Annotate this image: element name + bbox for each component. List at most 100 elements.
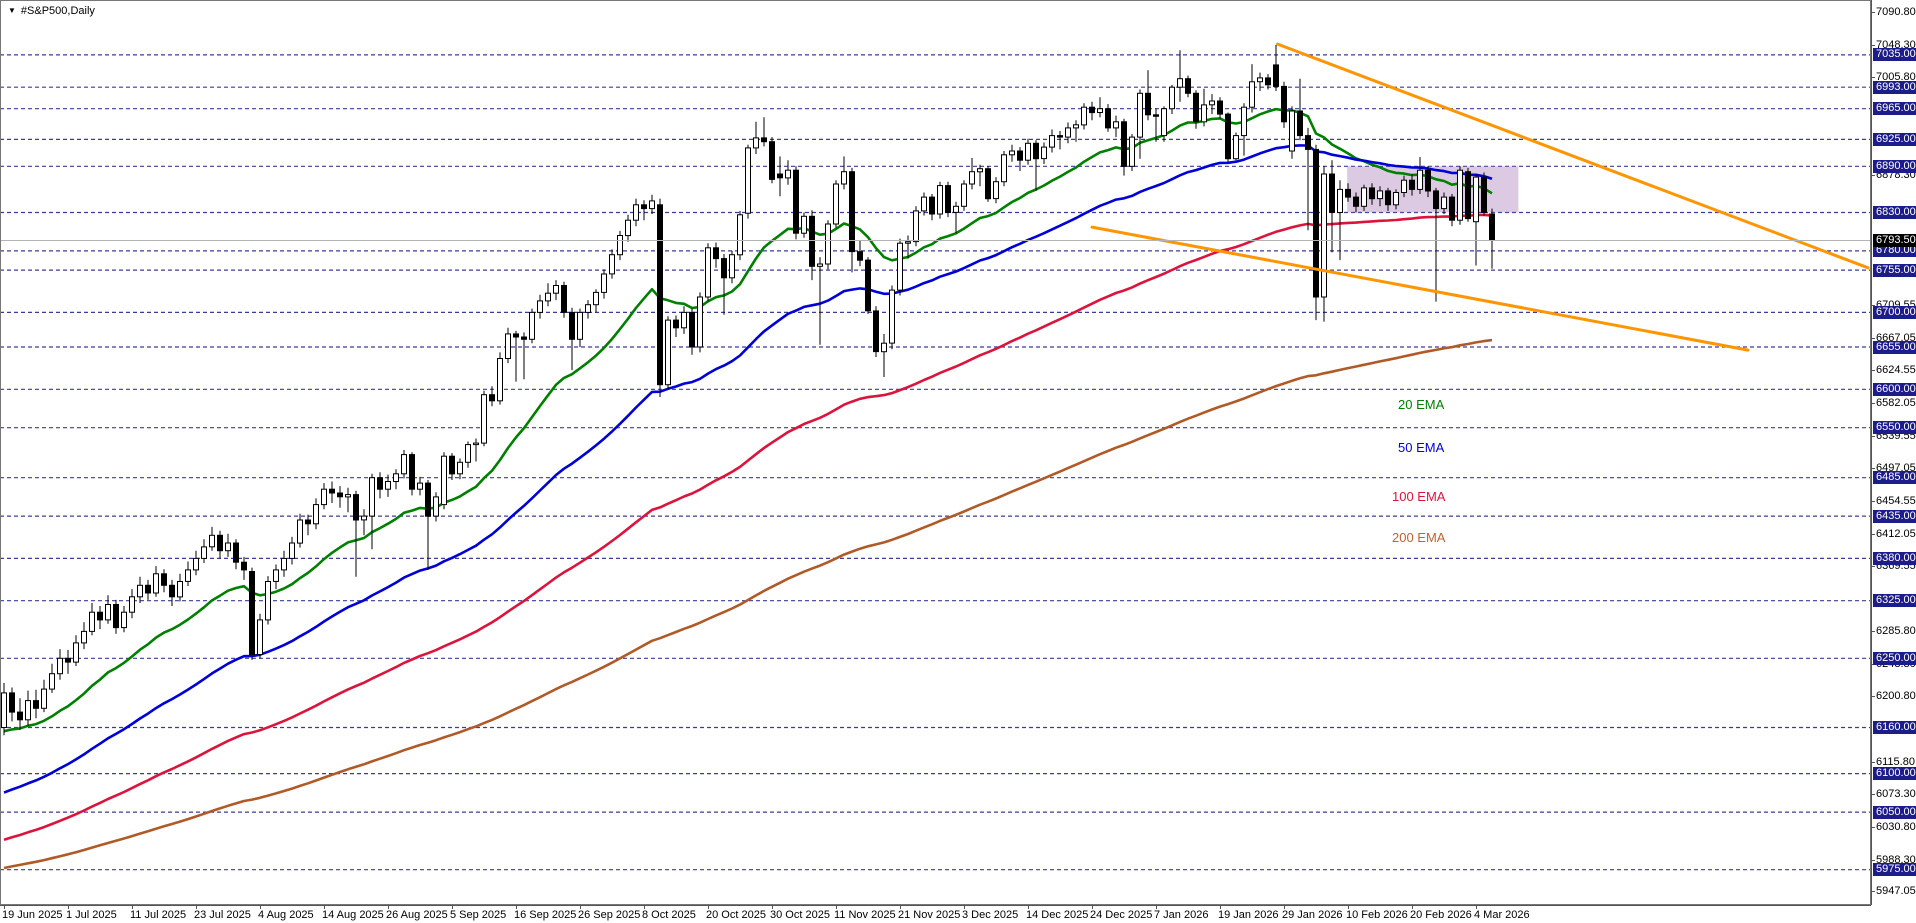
candle-up (1081, 106, 1087, 126)
price-level-badge: 6550.00 (1873, 421, 1916, 435)
price-level-badge: 6380.00 (1873, 551, 1916, 565)
date-axis[interactable]: 19 Jun 2025 1 Jul 2025 11 Jul 2025 23 Jul 2… (0, 905, 1871, 923)
candle-up (633, 204, 639, 221)
candle-up (1441, 196, 1447, 210)
price-level-badge: 6325.00 (1873, 594, 1916, 608)
candle-up (1201, 104, 1207, 123)
price-tick-mark (1872, 794, 1875, 796)
date-tick-label: 20 Oct 2025 (706, 909, 766, 921)
candle-up (193, 557, 199, 571)
price-level-badge: 6780.00 (1873, 244, 1916, 258)
candle-down (1225, 113, 1231, 160)
candle-down (217, 534, 223, 552)
candle-down (521, 336, 527, 340)
date-tick-label: 11 Nov 2025 (834, 909, 896, 921)
candle-up (649, 200, 655, 210)
price-tick-mark (1872, 77, 1875, 79)
date-tick-mark (1348, 906, 1349, 909)
candle-up (745, 147, 751, 214)
candle-down (513, 333, 519, 338)
candle-up (313, 504, 319, 525)
candle-up (881, 342, 887, 353)
candle-down (233, 542, 239, 563)
date-tick-mark (1220, 906, 1221, 909)
date-tick-mark (1284, 906, 1285, 909)
candle-down (9, 692, 15, 713)
candle-down (1033, 142, 1039, 160)
candle-up (1009, 150, 1015, 156)
candle-down (721, 258, 727, 279)
candle-up (321, 488, 327, 506)
ema-50-line[interactable] (3, 144, 1493, 794)
date-tick-label: 11 Jul 2025 (130, 909, 187, 921)
candle-down (689, 311, 695, 348)
candle-up (177, 581, 183, 598)
candle-up (209, 534, 215, 548)
candle-down (241, 561, 247, 571)
candle-down (561, 285, 567, 313)
candle-down (161, 573, 167, 586)
candle-down (1193, 92, 1199, 123)
candle-down (1313, 148, 1319, 298)
candle-up (433, 496, 439, 517)
candle-down (793, 169, 799, 234)
candle-up (593, 291, 599, 306)
candle-up (785, 169, 791, 179)
price-tick-mark (1872, 337, 1875, 339)
candle-up (617, 235, 623, 256)
candle-up (369, 477, 375, 517)
ema-100-line[interactable] (3, 213, 1493, 842)
ema-200-label[interactable]: 200 EMA (1392, 530, 1446, 545)
candle-up (1025, 142, 1031, 161)
upper-descending-trendline[interactable] (1276, 42, 1870, 270)
candle-up (153, 573, 159, 594)
candle-up (1289, 110, 1295, 152)
ema-200-line[interactable] (3, 338, 1493, 870)
candle-down (641, 204, 647, 210)
consolidation-zone-rectangle[interactable] (1347, 166, 1519, 213)
candle-up (1473, 176, 1479, 223)
ema-100-label[interactable]: 100 EMA (1392, 489, 1446, 504)
date-tick-label: 4 Mar 2026 (1474, 909, 1530, 921)
candle-down (1449, 196, 1455, 221)
candle-up (457, 461, 463, 475)
price-tick-mark (1872, 826, 1875, 828)
lower-descending-trendline[interactable] (1090, 225, 1750, 352)
ema-50-label[interactable]: 50 EMA (1398, 440, 1445, 455)
price-tick-label: 7048.30 (1876, 38, 1916, 51)
ema-20-label[interactable]: 20 EMA (1398, 397, 1445, 412)
price-level-badge: 6250.00 (1873, 651, 1916, 665)
date-tick-mark (260, 906, 261, 909)
date-tick-mark (772, 906, 773, 909)
candle-down (1465, 171, 1471, 220)
candle-up (681, 311, 687, 329)
candle-down (1369, 187, 1375, 200)
date-tick-mark (388, 906, 389, 909)
candle-up (537, 300, 543, 313)
candle-up (1041, 146, 1047, 160)
date-tick-label: 24 Dec 2025 (1090, 909, 1153, 921)
candle-up (497, 358, 503, 402)
price-level-badge: 6755.00 (1873, 263, 1916, 277)
candle-down (1121, 121, 1127, 167)
price-level-badge: 6160.00 (1873, 721, 1916, 734)
candle-up (889, 289, 895, 344)
candle-down (17, 711, 23, 721)
price-tick-label: 6624.55 (1876, 364, 1916, 377)
price-tick-label: 5947.05 (1876, 885, 1916, 898)
candle-up (1209, 100, 1215, 106)
price-axis[interactable]: 7090.807048.307005.806878.306709.556667.… (1871, 0, 1916, 905)
candle-up (1233, 135, 1239, 160)
candle-up (41, 688, 47, 709)
date-tick-mark (1476, 906, 1477, 909)
price-level-badge: 6925.00 (1873, 132, 1916, 146)
candle-up (1001, 154, 1007, 183)
candle-up (137, 584, 143, 598)
candle-up (1417, 169, 1423, 190)
candle-up (265, 581, 271, 621)
candle-up (1401, 179, 1407, 193)
price-tick-mark (1872, 44, 1875, 46)
chart-canvas[interactable] (0, 0, 1871, 905)
candle-up (1137, 92, 1143, 138)
